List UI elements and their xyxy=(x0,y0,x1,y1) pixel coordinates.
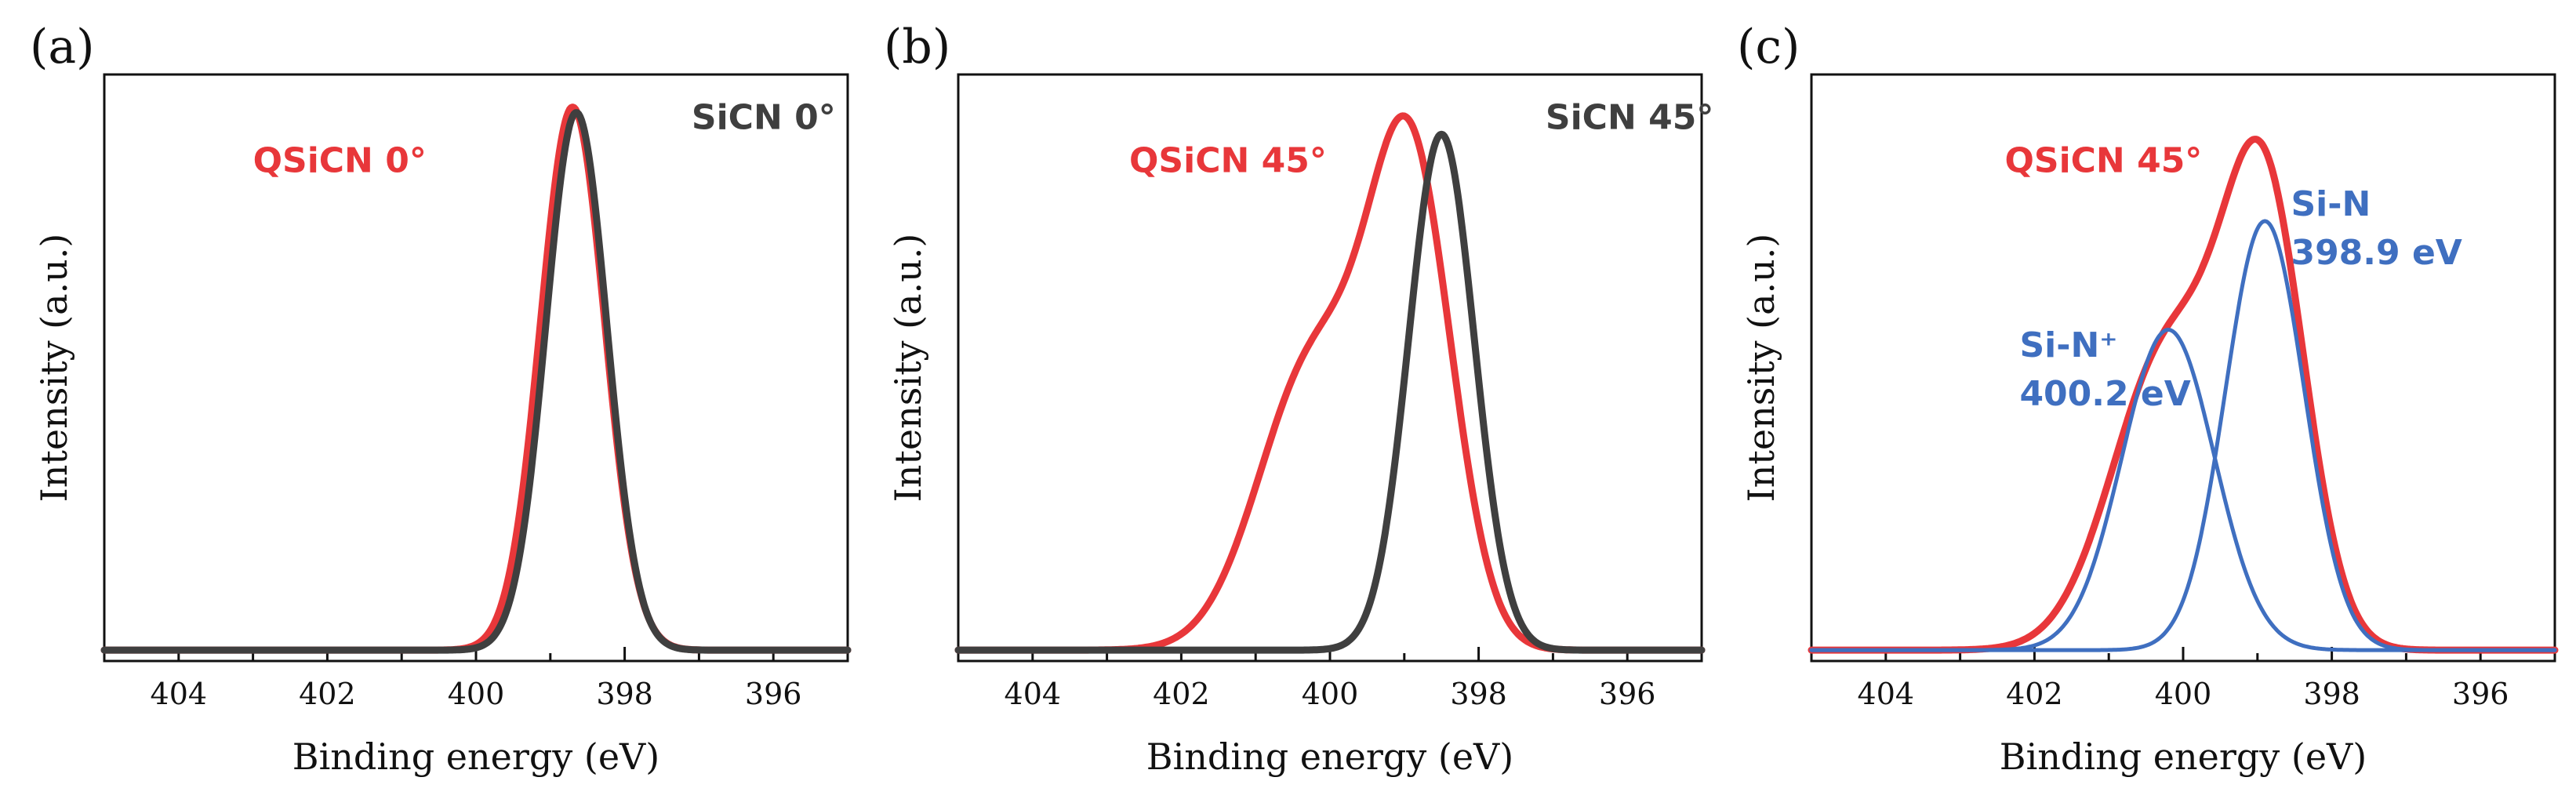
series-line-si-n xyxy=(1809,219,2557,652)
series-line-sicn-45 xyxy=(954,130,1706,654)
y-axis-title: Intensity (a.u.) xyxy=(1740,234,1782,503)
panel-a: 404 402 400 398 396 Binding energy (eV) Intens… xyxy=(30,20,852,778)
series-line-qsicn-45 xyxy=(954,112,1706,654)
series-label-qsicn-45: QSiCN 45° xyxy=(1129,141,1327,181)
x-tick-label: 404 xyxy=(1005,677,1062,711)
series-line-qsicn-0 xyxy=(100,104,852,654)
x-tick-label: 398 xyxy=(2303,677,2360,711)
y-axis-title: Intensity (a.u.) xyxy=(33,234,75,503)
x-tick-label: 398 xyxy=(1450,677,1507,711)
x-tick-label: 400 xyxy=(1302,677,1359,711)
x-tick-label: 396 xyxy=(745,677,802,711)
x-tick-label: 400 xyxy=(2155,677,2212,711)
panel-label: (a) xyxy=(30,20,95,74)
x-axis-title: Binding energy (eV) xyxy=(1146,735,1513,778)
x-tick-label: 402 xyxy=(299,677,356,711)
x-tick-label: 396 xyxy=(1599,677,1656,711)
plot-frame xyxy=(957,73,1703,663)
x-tick-label: 404 xyxy=(151,677,208,711)
series-label-energy: 398.9 eV xyxy=(2291,233,2462,273)
series-label-qsicn-45: QSiCN 45° xyxy=(2004,141,2202,181)
panel-label: (c) xyxy=(1737,20,1800,74)
panel-label: (b) xyxy=(884,20,950,74)
x-tick-label: 398 xyxy=(596,677,653,711)
x-tick-label: 400 xyxy=(448,677,505,711)
x-tick-label: 402 xyxy=(2006,677,2063,711)
x-tick-label: 404 xyxy=(1858,677,1915,711)
y-axis-title: Intensity (a.u.) xyxy=(887,234,929,503)
panel-b: 404 402 400 398 396 Binding energy (eV) Intens… xyxy=(884,20,1713,778)
series-label-si-n: Si-N xyxy=(2291,184,2371,224)
series-label-sicn-0: SiCN 0° xyxy=(692,97,836,137)
x-axis-title: Binding energy (eV) xyxy=(2000,735,2367,778)
plot-frame xyxy=(103,73,849,663)
x-tick-label: 402 xyxy=(1153,677,1210,711)
x-tick-label: 396 xyxy=(2452,677,2509,711)
x-axis-title: Binding energy (eV) xyxy=(292,735,659,778)
series-label-energy: 400.2 eV xyxy=(2019,374,2190,414)
series-line-sicn-0 xyxy=(100,109,852,654)
series-label-sicn-45: SiCN 45° xyxy=(1546,97,1713,137)
panel-c: 404 402 400 398 396 Binding energy (eV) Intens… xyxy=(1737,20,2559,778)
series-label-qsicn-0: QSiCN 0° xyxy=(253,141,427,181)
series-label-si-n: Si-N⁺ xyxy=(2019,325,2117,365)
